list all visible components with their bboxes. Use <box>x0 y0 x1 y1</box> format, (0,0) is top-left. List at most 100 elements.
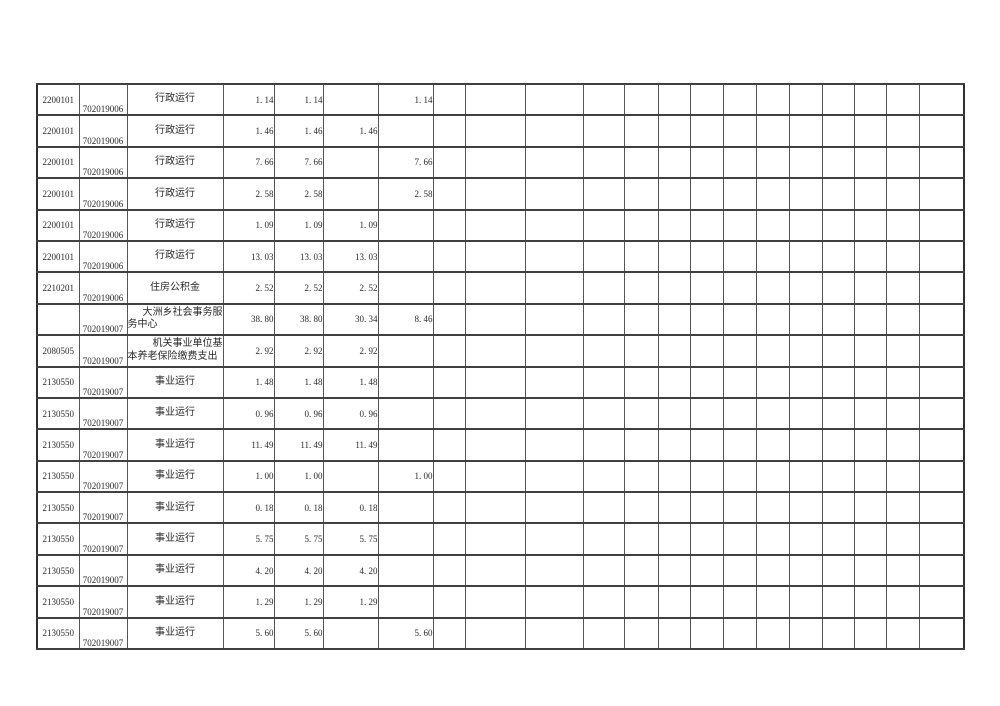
value-cell: 4. 20 <box>322 553 379 588</box>
table-row: 2200101 702019006 行政运行 1. 09 1. 09 1. 09 <box>36 208 965 242</box>
unit-code-cell: 702019006 <box>78 239 128 274</box>
empty-cell <box>432 334 466 368</box>
item-name-line: 行政运行 <box>155 219 195 230</box>
table-row: 2200101 702019006 行政运行 2. 58 2. 58 2. 58 <box>36 177 965 211</box>
item-name-line: 事业运行 <box>155 407 195 419</box>
empty-cell <box>582 208 625 242</box>
item-name-cell: 行政运行 <box>126 82 224 117</box>
item-name-line: 务中心 <box>127 319 158 331</box>
empty-cell <box>821 522 855 556</box>
value-cell <box>377 553 434 588</box>
budget-table: 2200101 702019006 行政运行 1. 14 1. 14 1. 14 22001… <box>36 82 965 651</box>
empty-cell <box>722 616 757 651</box>
empty-cell <box>657 491 691 525</box>
empty-cell <box>464 396 526 431</box>
empty-cell <box>524 334 584 368</box>
value-cell: 2. 58 <box>273 177 324 211</box>
budget-code-cell: 2200101 <box>36 177 80 211</box>
empty-cell <box>788 334 823 368</box>
empty-cell <box>524 239 584 274</box>
table-row: 2210201 702019006 住房公积金 2. 52 2. 52 2. 52 <box>36 271 965 305</box>
value-cell: 2. 52 <box>222 271 275 305</box>
item-name-cell: 住房公积金 <box>126 271 224 305</box>
empty-cell <box>788 177 823 211</box>
value-cell: 7. 66 <box>377 145 434 180</box>
value-cell: 1. 09 <box>222 208 275 242</box>
empty-cell <box>623 459 659 494</box>
empty-cell <box>821 114 855 148</box>
empty-cell <box>657 145 691 180</box>
empty-cell <box>464 302 526 337</box>
empty-cell <box>885 271 920 305</box>
empty-cell <box>722 271 757 305</box>
empty-cell <box>689 491 724 525</box>
item-name-line: 事业运行 <box>155 438 195 450</box>
value-cell <box>377 365 434 399</box>
empty-cell <box>885 82 920 117</box>
empty-cell <box>657 239 691 274</box>
value-cell: 4. 20 <box>273 553 324 588</box>
value-cell: 13. 03 <box>273 239 324 274</box>
empty-cell <box>689 208 724 242</box>
empty-cell <box>885 177 920 211</box>
empty-cell <box>582 82 625 117</box>
empty-cell <box>432 553 466 588</box>
empty-cell <box>853 239 887 274</box>
empty-cell <box>524 302 584 337</box>
table-row: 2200101 702019006 行政运行 1. 46 1. 46 1. 46 <box>36 114 965 148</box>
empty-cell <box>582 553 625 588</box>
value-cell: 1. 09 <box>322 208 379 242</box>
empty-cell <box>464 271 526 305</box>
empty-cell <box>853 396 887 431</box>
empty-cell <box>722 114 757 148</box>
unit-code-cell: 702019007 <box>78 365 128 399</box>
unit-code-cell: 702019006 <box>78 82 128 117</box>
empty-cell <box>582 239 625 274</box>
empty-cell <box>623 428 659 462</box>
value-cell: 5. 75 <box>222 522 275 556</box>
empty-cell <box>853 585 887 619</box>
empty-cell <box>821 616 855 651</box>
unit-code-cell: 702019006 <box>78 208 128 242</box>
item-name-cell: 行政运行 <box>126 114 224 148</box>
empty-cell <box>464 145 526 180</box>
empty-cell <box>885 114 920 148</box>
empty-cell <box>524 114 584 148</box>
empty-cell <box>885 239 920 274</box>
empty-cell <box>623 396 659 431</box>
empty-cell <box>722 177 757 211</box>
empty-cell <box>432 239 466 274</box>
empty-cell <box>657 177 691 211</box>
empty-cell <box>853 334 887 368</box>
empty-cell <box>432 522 466 556</box>
empty-cell <box>657 459 691 494</box>
value-cell <box>377 585 434 619</box>
empty-cell <box>432 208 466 242</box>
empty-cell <box>755 428 790 462</box>
item-name-cell: 机关事业单位基 本养老保险缴费支出 <box>126 334 224 368</box>
item-name-line: 行政运行 <box>155 187 195 199</box>
empty-cell <box>582 145 625 180</box>
value-cell: 0. 18 <box>273 491 324 525</box>
empty-cell <box>582 302 625 337</box>
unit-code-cell: 702019007 <box>78 522 128 556</box>
value-cell: 0. 96 <box>322 396 379 431</box>
empty-cell <box>722 239 757 274</box>
value-cell: 5. 60 <box>273 616 324 651</box>
unit-code-cell: 702019007 <box>78 553 128 588</box>
value-cell: 7. 66 <box>273 145 324 180</box>
item-name-line: 行政运行 <box>155 156 195 168</box>
empty-cell <box>755 271 790 305</box>
empty-cell <box>464 334 526 368</box>
value-cell <box>377 271 434 305</box>
empty-cell <box>464 177 526 211</box>
empty-cell <box>722 145 757 180</box>
item-name-cell: 事业运行 <box>126 585 224 619</box>
item-name-line: 事业运行 <box>155 532 195 544</box>
value-cell <box>377 239 434 274</box>
table-row: 2130550 702019007 事业运行 5. 60 5. 60 5. 60 <box>36 616 965 651</box>
value-cell: 1. 46 <box>222 114 275 148</box>
empty-cell <box>821 396 855 431</box>
empty-cell <box>853 491 887 525</box>
empty-cell <box>788 491 823 525</box>
